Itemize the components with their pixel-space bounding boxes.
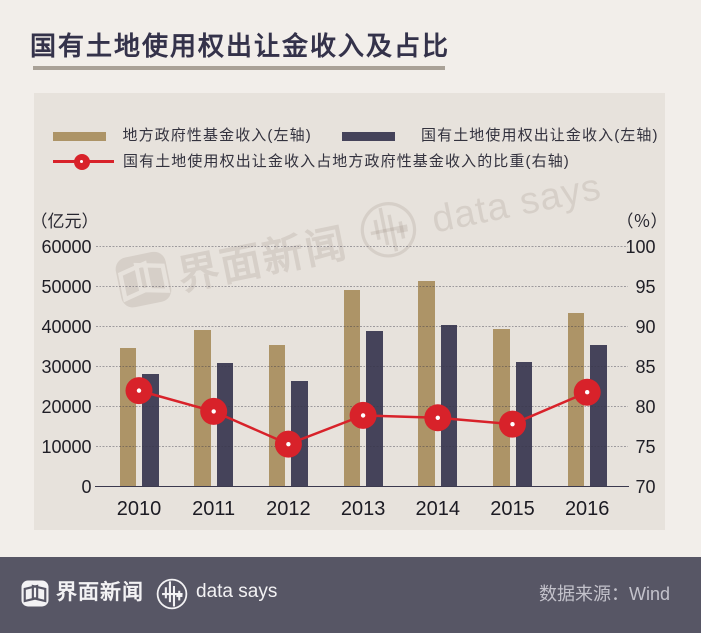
bar-land-2010[interactable]	[142, 374, 159, 488]
ratio-point-2015[interactable]	[499, 410, 526, 438]
left-tick-20000: 20000	[41, 397, 92, 418]
right-tick-70: 70	[635, 477, 656, 497]
left-tick-0: 0	[81, 477, 92, 497]
ratio-point-2011[interactable]	[200, 397, 228, 425]
legend-dot-ratio[interactable]	[73, 153, 90, 170]
page-title: 国有土地使用权出让金收入及占比	[30, 31, 451, 61]
x-tick-2013: 2013	[340, 498, 386, 520]
left-axis-unit: （亿元）	[34, 211, 99, 231]
left-tick-50000: 50000	[41, 277, 92, 298]
ratio-dot-center	[585, 390, 590, 395]
right-tick-100: 100	[625, 237, 656, 258]
title-underline	[33, 66, 445, 70]
bar-land-2012[interactable]	[291, 381, 308, 488]
ratio-point-2016[interactable]	[573, 378, 601, 406]
left-tick-10000: 10000	[41, 437, 92, 458]
right-axis-unit: （％）	[616, 211, 666, 231]
bar-land-2016[interactable]	[590, 344, 607, 488]
chart-card: 界面新闻 data says 地方政府性基金收入(左轴) 国有土地使用权出让金收…	[34, 93, 665, 530]
footer-bar: 界面新闻 data says 数据来源：Wind	[0, 557, 701, 633]
legend-label-fund[interactable]: 地方政府性基金收入(左轴)	[122, 127, 312, 144]
right-tick-95: 95	[635, 277, 656, 298]
glyph-circle	[156, 578, 188, 610]
bar-land-2014[interactable]	[440, 325, 458, 488]
bar-land-2011[interactable]	[216, 362, 234, 488]
footer-brand-text: 界面新闻	[56, 581, 144, 604]
data-source-text: 数据来源：Wind	[538, 584, 670, 604]
footer-logo-ribbon	[23, 584, 47, 603]
x-tick-2014: 2014	[415, 498, 461, 520]
x-tick-2012: 2012	[266, 498, 311, 520]
ratio-point-2013[interactable]	[349, 401, 377, 429]
bar-fund-2014[interactable]	[418, 281, 435, 488]
legend-swatch-land[interactable]	[342, 131, 395, 141]
left-tick-30000: 30000	[41, 357, 92, 378]
legend-swatch-fund[interactable]	[53, 131, 106, 141]
x-tick-2011: 2011	[192, 498, 236, 520]
x-tick-2010: 2010	[116, 498, 162, 520]
ratio-dot-center	[136, 388, 142, 393]
left-tick-40000: 40000	[41, 317, 92, 338]
right-tick-80: 80	[635, 397, 656, 418]
ratio-dot-center	[286, 441, 291, 447]
gridline-50000	[96, 286, 628, 288]
ratio-line-layer	[125, 377, 601, 458]
left-tick-60000: 60000	[41, 237, 92, 258]
ratio-dot-center	[211, 409, 216, 414]
gridline-60000	[96, 246, 628, 248]
legend-dot-center	[79, 159, 84, 164]
jiemian-logo-icon	[21, 580, 49, 607]
bar-fund-2013[interactable]	[343, 289, 361, 488]
bar-fund-2015[interactable]	[493, 329, 510, 488]
x-tick-2015: 2015	[490, 498, 535, 520]
ratio-point-2012[interactable]	[274, 430, 302, 458]
legend-label-ratio[interactable]: 国有土地使用权出让金收入占地方政府性基金收入的比重(右轴)	[123, 152, 570, 170]
right-tick-90: 90	[635, 317, 656, 338]
datasays-logo-icon	[156, 578, 188, 610]
ratio-point-2010[interactable]	[125, 377, 153, 405]
x-axis-line	[95, 485, 629, 488]
footer-datasays-glyph	[156, 578, 188, 610]
bar-fund-2016[interactable]	[567, 312, 585, 488]
gridline-40000	[96, 326, 628, 328]
gridline-10000	[96, 446, 628, 448]
right-tick-85: 85	[635, 357, 656, 378]
ratio-point-2014[interactable]	[424, 404, 452, 432]
right-tick-75: 75	[635, 437, 656, 458]
x-tick-2016: 2016	[564, 498, 610, 520]
ratio-dot-center	[510, 421, 515, 427]
gridline-30000	[96, 366, 628, 368]
legend-label-land[interactable]: 国有土地使用权出让金收入(左轴)	[421, 127, 659, 144]
ratio-dot-center	[435, 415, 440, 420]
footer-brand2-text: data says	[196, 581, 278, 602]
ratio-dot-center	[360, 413, 366, 418]
